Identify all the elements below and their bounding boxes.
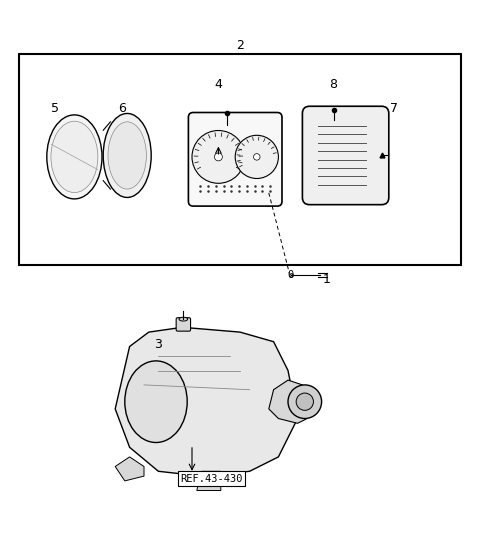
Text: 3: 3 [155,338,162,351]
FancyBboxPatch shape [302,107,389,205]
FancyBboxPatch shape [188,113,282,206]
Circle shape [235,135,278,178]
Ellipse shape [51,121,98,193]
Circle shape [192,131,245,183]
Circle shape [253,154,260,160]
Polygon shape [115,327,298,476]
Text: 0: 0 [288,271,293,281]
Text: 6: 6 [119,103,126,115]
Text: 7: 7 [390,103,397,115]
Ellipse shape [179,317,188,321]
Circle shape [215,153,222,161]
Text: 4: 4 [215,79,222,91]
Circle shape [288,385,322,418]
Text: 1: 1 [323,273,330,286]
FancyBboxPatch shape [19,54,461,265]
Ellipse shape [47,115,102,199]
Text: 5: 5 [51,103,59,115]
Ellipse shape [125,361,187,442]
Polygon shape [115,457,144,481]
Circle shape [296,393,313,410]
Polygon shape [269,380,312,423]
Text: 2: 2 [236,39,244,52]
Ellipse shape [108,122,146,189]
FancyBboxPatch shape [176,318,191,331]
Ellipse shape [103,114,151,198]
Text: REF.43-430: REF.43-430 [180,473,242,484]
Polygon shape [197,471,221,490]
Text: 8: 8 [330,79,337,91]
